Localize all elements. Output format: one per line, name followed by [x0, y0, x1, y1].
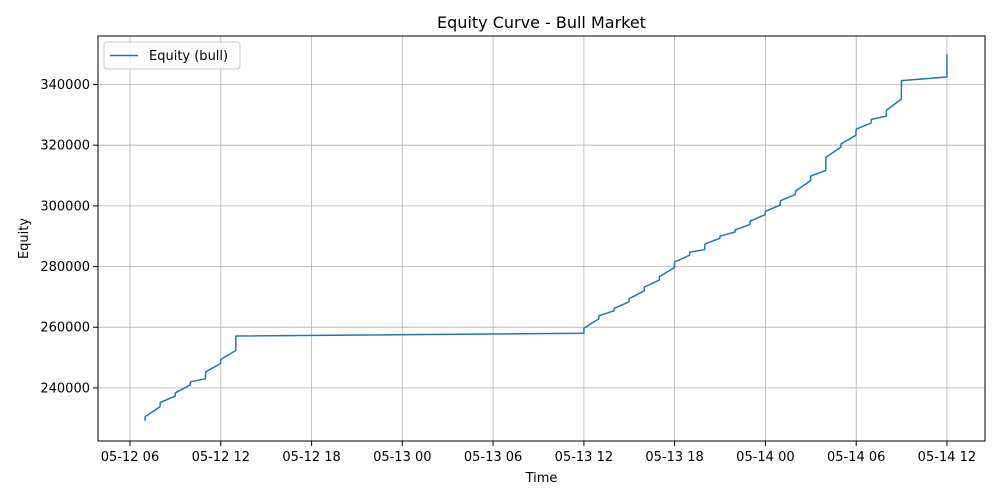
y-tick-label: 240000	[40, 381, 90, 396]
y-tick-label: 320000	[40, 139, 90, 154]
series-layer	[144, 54, 948, 421]
x-tick-label: 05-13 18	[645, 450, 703, 465]
series-line-equity-bull	[144, 54, 948, 421]
y-axis-label: Equity	[17, 218, 32, 259]
x-tick-label: 05-13 12	[555, 450, 613, 465]
x-tick-label: 05-12 18	[282, 450, 340, 465]
ticks: 05-12 06 05-12 12 05-12 18 05-13 00 05-13 06…	[40, 78, 976, 465]
plot-frame	[97, 35, 986, 442]
grid	[98, 36, 985, 441]
x-tick-label: 05-14 06	[827, 450, 885, 465]
legend: Equity (bull)	[103, 41, 241, 70]
legend-box	[103, 41, 241, 70]
y-tick-label: 340000	[40, 78, 90, 93]
chart-title: Equity Curve - Bull Market	[437, 13, 646, 32]
y-tick-label: 300000	[40, 199, 90, 214]
x-tick-label: 05-14 00	[736, 450, 794, 465]
legend-label: Equity (bull)	[149, 49, 228, 64]
x-tick-label: 05-14 12	[918, 450, 976, 465]
x-axis-label: Time	[525, 471, 558, 486]
x-tick-label: 05-13 00	[373, 450, 431, 465]
x-tick-label: 05-12 06	[101, 450, 159, 465]
y-tick-label: 260000	[40, 321, 90, 336]
x-tick-label: 05-12 12	[192, 450, 250, 465]
y-tick-label: 280000	[40, 260, 90, 275]
x-tick-label: 05-13 06	[464, 450, 522, 465]
